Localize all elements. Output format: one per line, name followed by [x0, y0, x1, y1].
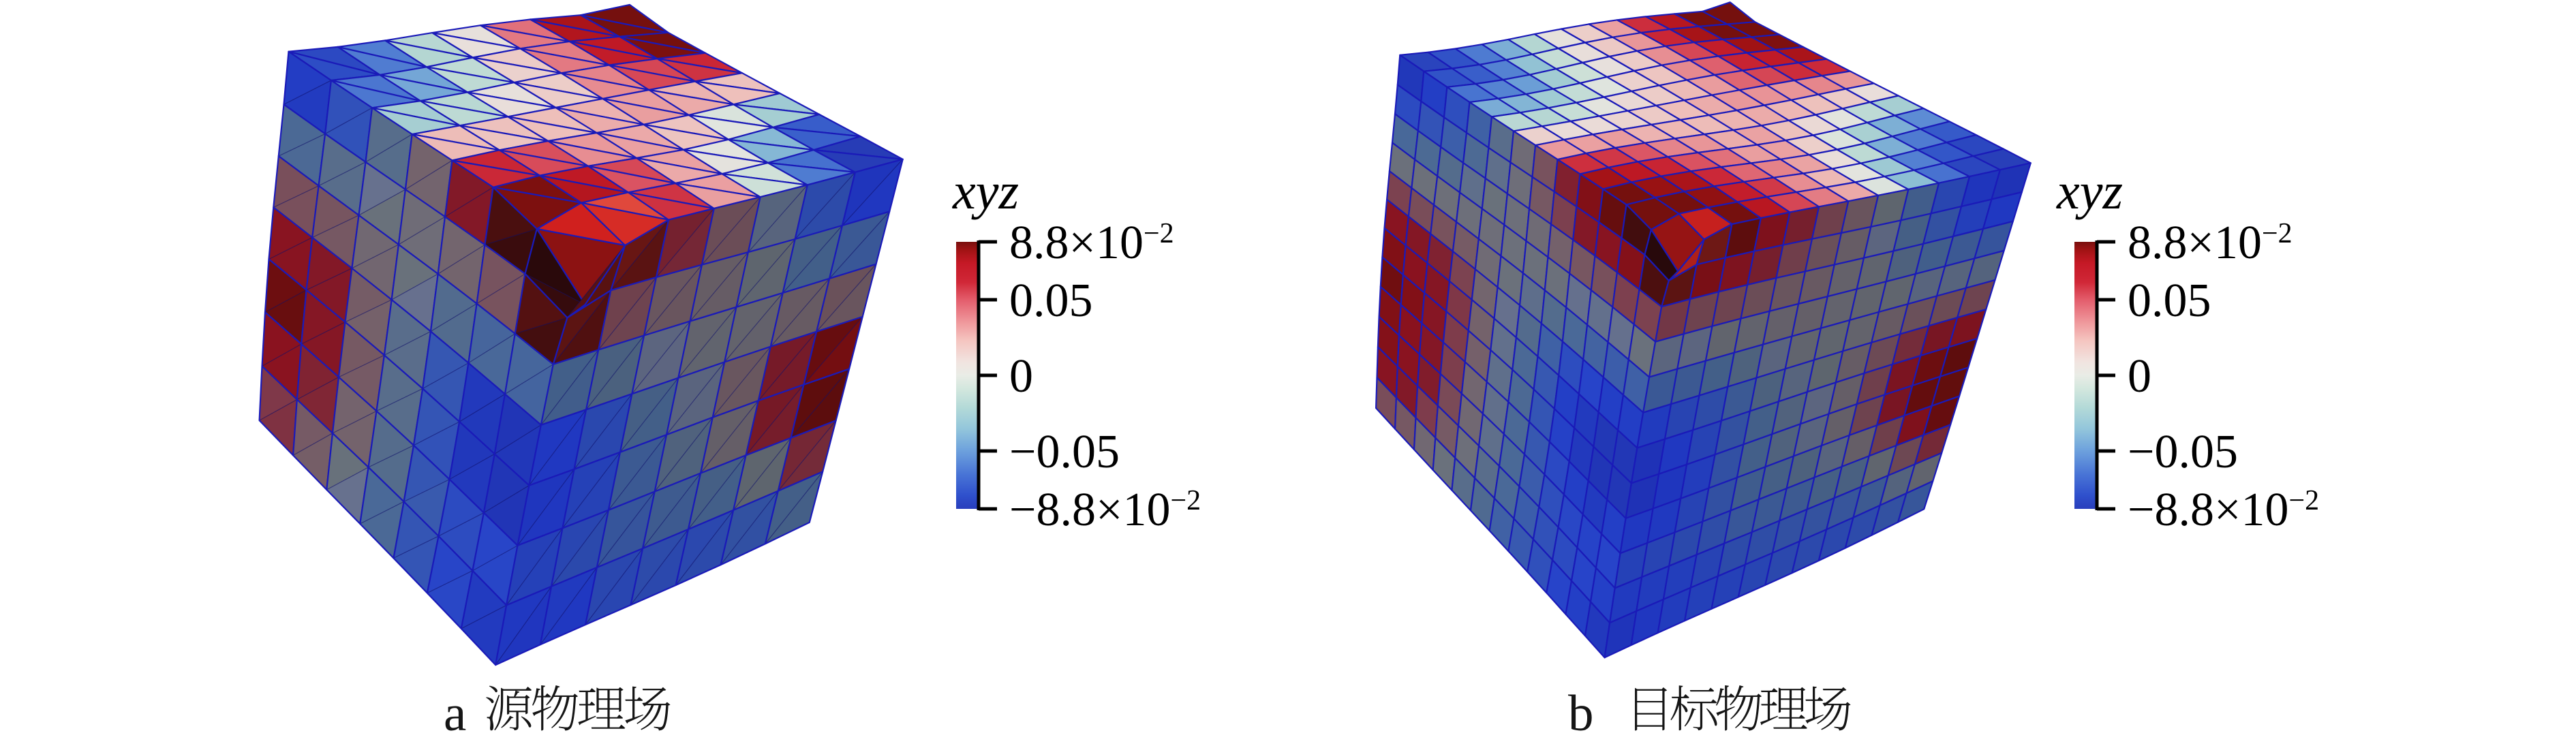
- svg-text:8.8×10−2: 8.8×10−2: [1009, 217, 1174, 269]
- svg-text:b: b: [1568, 685, 1594, 733]
- svg-text:−0.05: −0.05: [1009, 426, 1120, 478]
- svg-text:0.05: 0.05: [2128, 275, 2211, 327]
- svg-text:8.8×10−2: 8.8×10−2: [2128, 217, 2293, 269]
- svg-text:−0.05: −0.05: [2128, 426, 2238, 478]
- svg-text:xyz: xyz: [952, 163, 1019, 220]
- svg-text:−8.8×10−2: −8.8×10−2: [2128, 484, 2319, 536]
- svg-text:xyz: xyz: [2056, 163, 2123, 220]
- svg-text:−8.8×10−2: −8.8×10−2: [1009, 484, 1201, 536]
- svg-text:a: a: [444, 685, 466, 733]
- svg-text:0: 0: [1009, 350, 1033, 403]
- svg-text:0.05: 0.05: [1009, 275, 1093, 327]
- svg-text:0: 0: [2128, 350, 2151, 403]
